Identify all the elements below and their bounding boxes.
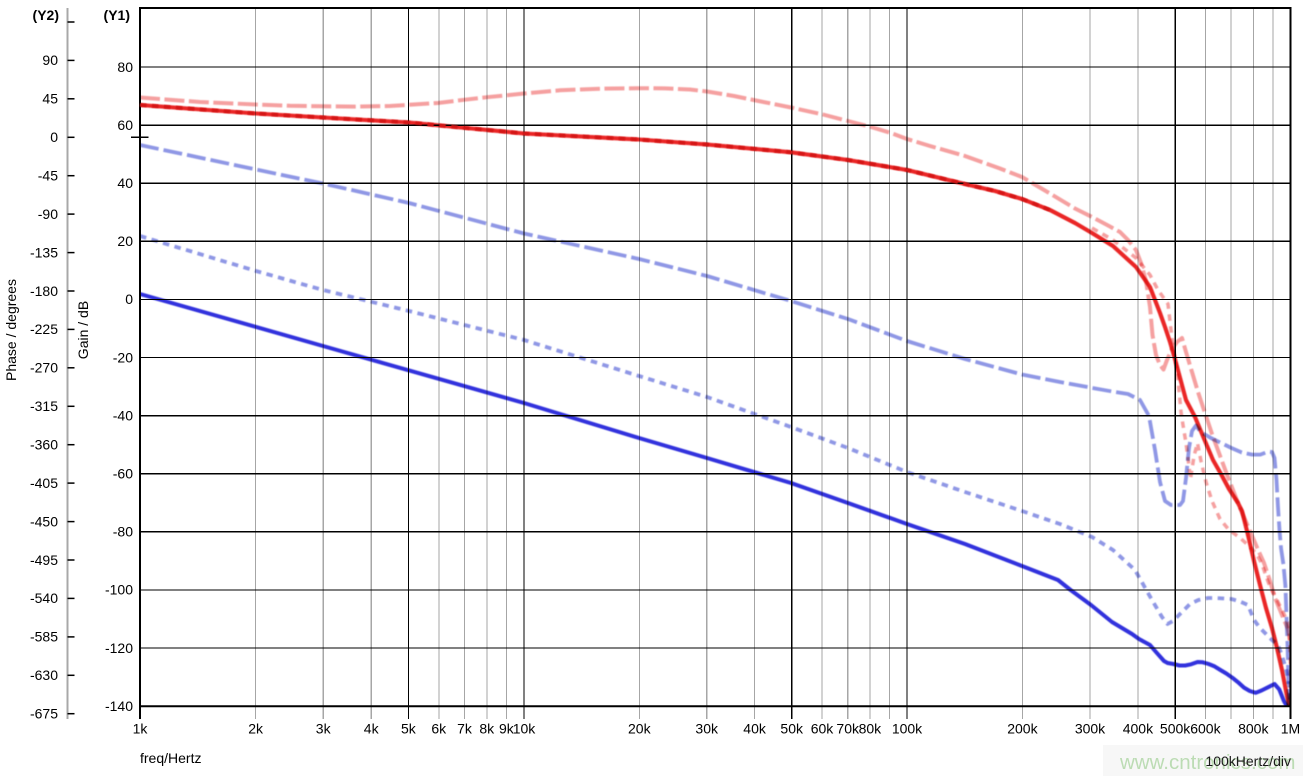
- svg-text:45: 45: [42, 91, 58, 107]
- svg-text:600k: 600k: [1190, 721, 1221, 737]
- svg-text:-40: -40: [113, 407, 133, 423]
- svg-text:-20: -20: [113, 349, 133, 365]
- svg-text:20k: 20k: [628, 721, 652, 737]
- svg-text:-675: -675: [30, 706, 58, 722]
- svg-text:0: 0: [125, 291, 133, 307]
- svg-text:60: 60: [117, 117, 133, 133]
- svg-text:1M: 1M: [1281, 721, 1300, 737]
- svg-text:www.cntronics.com: www.cntronics.com: [1119, 751, 1295, 774]
- svg-text:-360: -360: [30, 437, 58, 453]
- svg-text:90: 90: [42, 52, 58, 68]
- svg-text:-135: -135: [30, 244, 58, 260]
- svg-text:20: 20: [117, 233, 133, 249]
- svg-text:-80: -80: [113, 524, 133, 540]
- svg-text:4k: 4k: [364, 721, 380, 737]
- svg-text:Phase / degrees: Phase / degrees: [3, 279, 19, 381]
- svg-text:300k: 300k: [1075, 721, 1106, 737]
- svg-text:0: 0: [50, 129, 58, 145]
- svg-text:500k: 500k: [1160, 721, 1191, 737]
- svg-text:-405: -405: [30, 475, 58, 491]
- svg-text:-585: -585: [30, 629, 58, 645]
- svg-text:400k: 400k: [1123, 721, 1154, 737]
- svg-text:-60: -60: [113, 466, 133, 482]
- svg-text:freq/Hertz: freq/Hertz: [140, 750, 201, 766]
- svg-text:5k: 5k: [401, 721, 417, 737]
- svg-text:40: 40: [117, 175, 133, 191]
- svg-text:-90: -90: [38, 206, 58, 222]
- svg-text:-180: -180: [30, 283, 58, 299]
- svg-text:40k: 40k: [743, 721, 767, 737]
- svg-text:-140: -140: [105, 698, 133, 714]
- svg-text:-45: -45: [38, 168, 58, 184]
- svg-text:60k: 60k: [811, 721, 835, 737]
- svg-text:-225: -225: [30, 321, 58, 337]
- svg-text:1k: 1k: [133, 721, 149, 737]
- svg-text:200k: 200k: [1007, 721, 1038, 737]
- svg-text:(Y1): (Y1): [104, 7, 130, 23]
- svg-text:100kHertz/div: 100kHertz/div: [1205, 753, 1291, 769]
- svg-text:50k: 50k: [780, 721, 804, 737]
- svg-text:30k: 30k: [695, 721, 719, 737]
- svg-text:-315: -315: [30, 398, 58, 414]
- svg-text:80k: 80k: [859, 721, 883, 737]
- svg-text:-630: -630: [30, 667, 58, 683]
- svg-text:-120: -120: [105, 640, 133, 656]
- svg-text:2k: 2k: [248, 721, 264, 737]
- svg-text:-450: -450: [30, 513, 58, 529]
- svg-text:7k: 7k: [457, 721, 473, 737]
- svg-text:9k: 9k: [499, 721, 515, 737]
- svg-text:-270: -270: [30, 360, 58, 376]
- svg-text:100k: 100k: [892, 721, 923, 737]
- svg-text:70k: 70k: [836, 721, 860, 737]
- svg-text:80: 80: [117, 59, 133, 75]
- svg-text:-495: -495: [30, 552, 58, 568]
- svg-text:Gain / dB: Gain / dB: [75, 301, 91, 359]
- svg-text:-100: -100: [105, 582, 133, 598]
- svg-text:10k: 10k: [513, 721, 537, 737]
- svg-text:6k: 6k: [431, 721, 447, 737]
- svg-text:(Y2): (Y2): [33, 7, 59, 23]
- svg-text:800k: 800k: [1238, 721, 1269, 737]
- svg-text:8k: 8k: [479, 721, 495, 737]
- svg-text:3k: 3k: [316, 721, 332, 737]
- svg-text:-540: -540: [30, 590, 58, 606]
